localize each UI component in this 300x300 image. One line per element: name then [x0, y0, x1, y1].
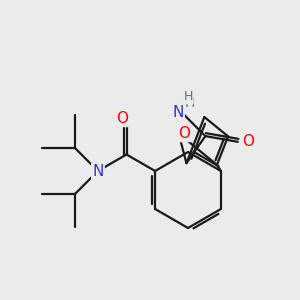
Text: H: H	[183, 90, 193, 103]
Text: O: O	[242, 134, 254, 149]
Text: H: H	[185, 96, 195, 110]
Text: O: O	[116, 111, 128, 126]
Text: O: O	[178, 126, 190, 141]
Text: N: N	[172, 105, 184, 120]
Text: N: N	[92, 164, 103, 178]
